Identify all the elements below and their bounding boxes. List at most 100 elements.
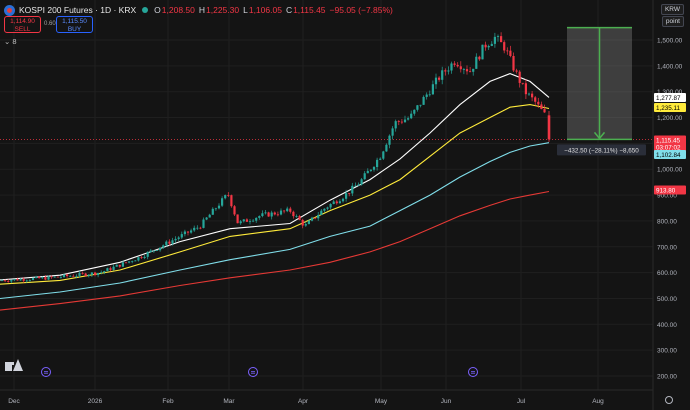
- candle-body: [462, 69, 465, 70]
- time-axis-label: Jun: [441, 398, 452, 405]
- candle-body: [441, 70, 444, 80]
- price-badge: [654, 150, 686, 159]
- candle-body: [506, 50, 509, 52]
- candle-body: [258, 216, 261, 218]
- market-status-icon[interactable]: [142, 7, 149, 13]
- candle-body: [174, 238, 177, 241]
- candle-body: [196, 227, 199, 229]
- price-axis-label: 1,500.00: [657, 38, 683, 45]
- candle-body: [38, 276, 41, 279]
- candle-body: [478, 56, 481, 60]
- candle-body: [472, 68, 475, 72]
- tradingview-logo[interactable]: [5, 359, 23, 371]
- candle-body: [22, 279, 25, 281]
- candle-body: [118, 264, 121, 267]
- candle-body: [447, 70, 450, 72]
- candle-body: [193, 227, 196, 231]
- candle-body: [261, 213, 264, 217]
- candle-body: [475, 56, 478, 69]
- settings-gear-icon: [665, 396, 673, 404]
- candle-body: [434, 77, 438, 85]
- candle-body: [13, 279, 16, 281]
- candle-body: [100, 272, 103, 274]
- candle-body: [81, 272, 84, 274]
- candle-body: [512, 55, 515, 71]
- time-axis-label: Mar: [223, 398, 235, 405]
- candle-body: [341, 198, 345, 202]
- currency-button[interactable]: KRW: [660, 4, 684, 15]
- candle-body: [360, 179, 363, 185]
- candle-body: [270, 212, 273, 217]
- candle-body: [4, 280, 7, 282]
- candle-body: [416, 105, 419, 110]
- candle-body: [456, 64, 459, 67]
- time-axis-label: Jul: [517, 398, 526, 405]
- candle-body: [53, 276, 56, 278]
- candle-body: [465, 69, 469, 72]
- price-badge: [654, 135, 686, 152]
- candle-body: [177, 237, 180, 239]
- symbol-title[interactable]: KOSPI 200 Futures · 1D · KRX: [19, 5, 137, 15]
- price-axis-label: 900.00: [657, 193, 677, 200]
- candle-body: [35, 276, 38, 279]
- time-axis-label: Feb: [162, 398, 174, 405]
- candle-body: [363, 173, 366, 180]
- price-badge-label: 1,277.87: [656, 95, 681, 102]
- buy-button[interactable]: 1,115.50 BUY: [56, 16, 93, 33]
- candle-body: [428, 94, 431, 96]
- candle-body: [323, 208, 326, 211]
- candle-body: [369, 169, 372, 171]
- candle-body: [239, 221, 242, 224]
- candle-body: [310, 217, 314, 221]
- price-axis-label: 700.00: [657, 244, 677, 251]
- candle-body: [171, 240, 174, 244]
- candle-body: [453, 63, 456, 65]
- candle-body: [227, 195, 230, 196]
- scale-mode-button[interactable]: point: [661, 16, 684, 27]
- candle-body: [47, 276, 50, 280]
- candle-body: [397, 121, 400, 122]
- candle-body: [292, 211, 295, 217]
- indicators-toggle[interactable]: ⌄ 8: [4, 37, 17, 46]
- candle-body: [112, 266, 115, 270]
- time-axis-label: 2026: [88, 398, 103, 405]
- price-axis-label: 400.00: [657, 322, 677, 329]
- moving-average-line: [0, 73, 550, 281]
- candle-body: [382, 151, 385, 159]
- candle-body: [224, 195, 227, 199]
- symbol-header: KOSPI 200 Futures · 1D · KRX O 1,208.50 H…: [4, 3, 393, 17]
- candle-body: [7, 281, 10, 282]
- candle-body: [459, 66, 462, 70]
- candle-body: [304, 224, 307, 226]
- candle-body: [264, 212, 267, 214]
- candle-body: [301, 219, 304, 226]
- price-axis-label: 1,300.00: [657, 89, 683, 96]
- candle-body: [524, 83, 527, 95]
- candle-body: [233, 206, 236, 215]
- price-badge-label: 1,102.84: [656, 152, 681, 159]
- candle-body: [152, 250, 155, 252]
- sell-button[interactable]: 1,114.90 SELL: [4, 16, 41, 33]
- candle-body: [10, 280, 13, 282]
- candle-body: [547, 115, 551, 140]
- candle-body: [168, 241, 171, 244]
- candle-body: [307, 220, 310, 225]
- candle-body: [388, 135, 391, 145]
- candle-body: [481, 44, 484, 60]
- time-axis-label: Apr: [298, 398, 309, 405]
- candle-body: [121, 262, 124, 267]
- candle-body: [372, 167, 376, 170]
- candle-body: [236, 214, 239, 224]
- candle-body: [50, 276, 53, 278]
- candle-body: [115, 264, 118, 267]
- candle-body: [134, 260, 137, 262]
- candle-body: [521, 82, 524, 84]
- candle-body: [320, 210, 323, 215]
- candle-body: [255, 217, 258, 221]
- candle-body: [276, 214, 279, 216]
- time-axis-label: May: [375, 398, 388, 405]
- candle-body: [509, 50, 512, 56]
- candle-body: [230, 195, 233, 207]
- candle-body: [407, 118, 410, 120]
